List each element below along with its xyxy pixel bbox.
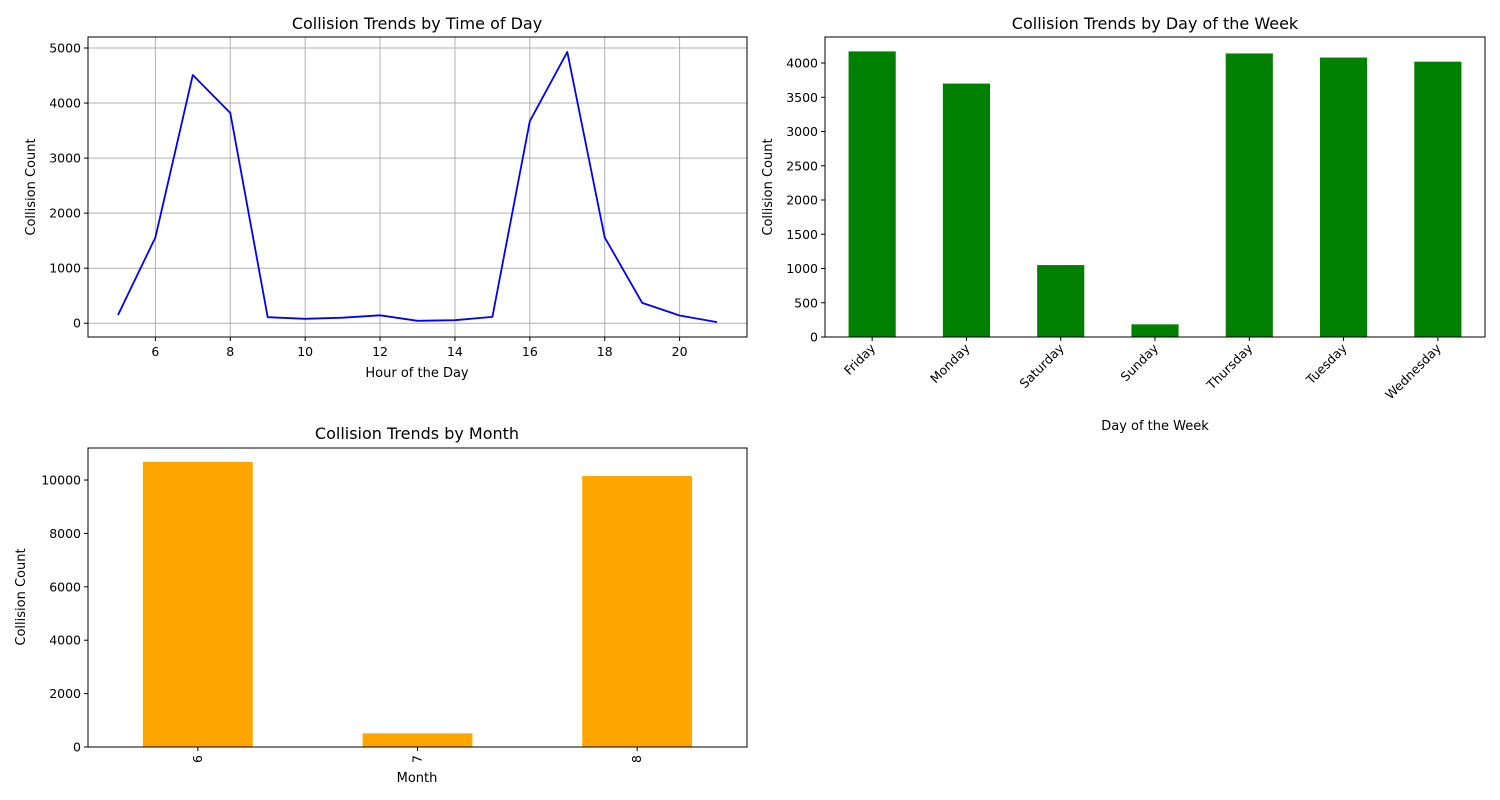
bar-thursday	[1225, 53, 1273, 337]
bar-saturday	[1037, 265, 1085, 337]
plot-area: 0 500 1000 1500 2000 2500 3000 3500 4000 Friday Mo…	[786, 36, 1486, 402]
x-tick-label: 6	[151, 344, 159, 359]
y-tick-label: 2000	[49, 686, 81, 701]
x-axis-label: Hour of the Day	[365, 366, 469, 381]
x-tick-label: 7	[410, 755, 425, 763]
bar-tuesday	[1320, 57, 1368, 338]
series-line	[117, 51, 718, 323]
x-tick-label: 12	[372, 344, 388, 359]
bar-7	[362, 733, 473, 747]
y-tick-label: 5000	[49, 41, 81, 56]
x-tick-label: Saturday	[1016, 340, 1067, 391]
y-tick-label: 4000	[49, 633, 81, 648]
x-tick-label: 18	[597, 344, 613, 359]
bar-sunday	[1131, 324, 1179, 337]
y-tick-label: 0	[73, 316, 81, 331]
y-tick-label: 2000	[786, 193, 818, 208]
y-tick-label: 0	[73, 740, 81, 755]
y-axis-label: Collision Count	[761, 138, 776, 235]
x-tick-label: 14	[447, 344, 463, 359]
bar-friday	[848, 51, 896, 338]
chart-title: Collision Trends by Day of the Week	[1012, 14, 1299, 33]
month-chart: Collision Trends by Month Month Collisio…	[14, 424, 748, 786]
plot-area: 0 1000 2000 3000 4000 5000 6 8 10 12 14 16 18 20	[49, 36, 748, 359]
y-tick-label: 3500	[786, 90, 818, 105]
y-axis-label: Collision Count	[24, 138, 39, 235]
axes-frame	[824, 36, 1486, 338]
bar-monday	[942, 83, 990, 337]
x-tick-label: Sunday	[1117, 340, 1161, 384]
x-axis-label: Month	[397, 771, 438, 786]
chart-title: Collision Trends by Month	[315, 424, 519, 443]
y-axis-label: Collision Count	[14, 548, 29, 645]
y-tick-label: 1000	[786, 261, 818, 276]
day-of-week-chart: Collision Trends by Day of the Week Day …	[761, 14, 1486, 434]
x-tick-label: 6	[190, 755, 205, 763]
axes-frame	[87, 36, 748, 338]
y-tick-label: 2000	[49, 206, 81, 221]
x-tick-label: Monday	[927, 340, 973, 386]
y-tick-label: 3000	[49, 151, 81, 166]
y-tick-label: 8000	[49, 526, 81, 541]
x-tick-label: 20	[672, 344, 688, 359]
x-tick-label: Wednesday	[1382, 340, 1444, 402]
y-tick-label: 6000	[49, 579, 81, 594]
x-tick-label: Tuesday	[1302, 340, 1350, 388]
y-tick-label: 10000	[41, 473, 81, 488]
x-tick-label: 16	[522, 344, 538, 359]
y-tick-label: 4000	[786, 56, 818, 71]
x-tick-label: 10	[297, 344, 313, 359]
bar-6	[142, 461, 253, 747]
x-axis-label: Day of the Week	[1101, 419, 1209, 434]
x-tick-label: 8	[629, 755, 644, 763]
y-tick-label: 1000	[49, 261, 81, 276]
y-tick-label: 500	[794, 295, 818, 310]
y-tick-label: 1500	[786, 227, 818, 242]
time-of-day-chart: Collision Trends by Time of Day Hour of …	[24, 14, 748, 381]
y-tick-label: 4000	[49, 96, 81, 111]
plot-area: 0 2000 4000 6000 8000 10000 6 7 8	[41, 447, 748, 763]
bar-8	[582, 476, 693, 747]
x-tick-label: Thursday	[1203, 340, 1256, 393]
x-tick-label: 8	[226, 344, 234, 359]
bar-wednesday	[1414, 61, 1462, 338]
chart-title: Collision Trends by Time of Day	[292, 14, 542, 33]
y-tick-label: 0	[810, 330, 818, 345]
y-tick-label: 3000	[786, 124, 818, 139]
y-tick-label: 2500	[786, 158, 818, 173]
x-tick-label: Friday	[841, 340, 879, 378]
